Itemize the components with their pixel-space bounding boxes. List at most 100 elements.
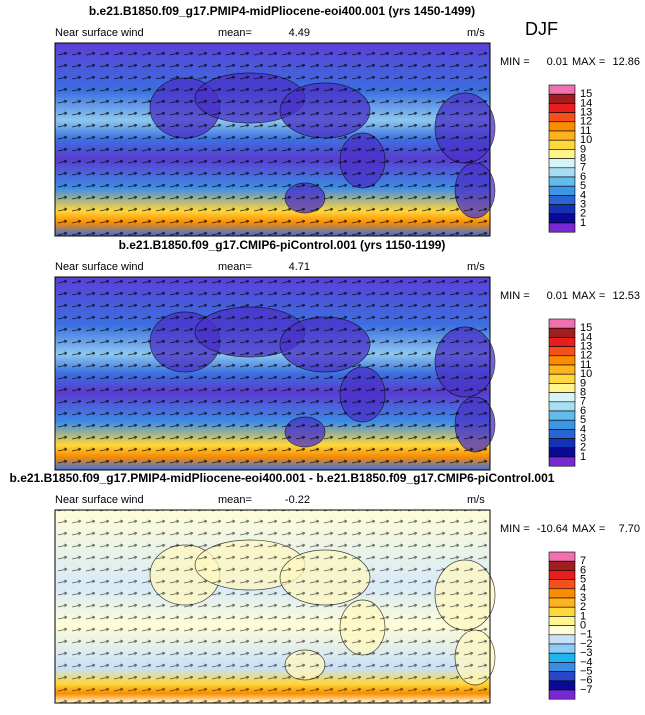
colorbar-box [548,570,576,580]
colorbar-label: 5 [580,574,586,586]
colorbar-label: 5 [580,180,586,192]
colorbar-label: −3 [580,647,593,659]
colorbar-label: 2 [580,208,586,220]
colorbar-box [548,625,576,636]
max-value: 7.70 [619,523,640,535]
colorbar-box [548,373,576,384]
colorbar-box [548,410,576,421]
wind-vectors [55,277,490,470]
colorbar-box [548,652,576,663]
min-label: MIN = [500,523,530,535]
colorbar-label: 11 [580,125,591,137]
colorbar-label: 7 [580,162,586,174]
colorbar-label: 9 [580,143,586,155]
units: m/s [467,494,485,506]
panel-title: b.e21.B1850.f09_g17.PMIP4-midPliocene-eo… [89,4,475,18]
colorbar-box [548,176,576,187]
colorbar-box [548,149,576,159]
colorbar-box [548,392,576,403]
season: DJF [525,19,558,39]
colorbar-label: 5 [580,414,586,426]
colorbar-label: 2 [580,601,586,613]
colorbar-box [548,606,576,617]
colorbar-box [548,456,576,467]
colorbar-label: 2 [580,442,586,454]
colorbar-label: 10 [580,134,592,146]
colorbar-box [548,204,576,215]
colorbar-label: 4 [580,423,586,435]
colorbar-box [548,139,576,150]
min-value: -10.64 [537,523,568,535]
colorbar-box [548,185,576,196]
mean-label: mean= [218,27,252,39]
colorbar-label: 4 [580,583,586,595]
mean-label: mean= [218,494,252,506]
colorbar-box [548,318,576,329]
max-value: 12.86 [612,56,640,68]
colorbar-label: 9 [580,377,586,389]
colorbar-box [548,662,576,672]
mean-value: 4.71 [289,261,310,273]
colorbar-box [548,560,576,571]
colorbar-label: −7 [580,684,593,696]
colorbar-box [548,438,576,449]
colorbar-label: 14 [580,331,592,343]
wind-vectors [55,43,490,236]
max-label: MAX = [572,56,605,68]
colorbar-label: 12 [580,116,592,128]
min-label: MIN = [500,56,530,68]
colorbar-box [548,355,576,366]
colorbar-label: 1 [580,610,586,622]
units: m/s [467,261,485,273]
colorbar-box [548,597,576,608]
colorbar-box [548,103,576,113]
mean-value: 4.49 [289,27,310,39]
colorbar-box [548,447,576,458]
units: m/s [467,27,485,39]
map-frame [54,42,491,237]
max-label: MAX = [572,523,605,535]
mean-value: -0.22 [285,494,310,506]
colorbar-label: 8 [580,387,586,399]
colorbar-label: 11 [580,359,591,371]
variable-label: Near surface wind [55,261,144,273]
colorbar-box [548,346,576,357]
colorbar-label: 1 [580,451,586,463]
colorbar-box [548,195,576,205]
colorbar-label: 6 [580,564,586,576]
colorbar-label: −4 [580,656,593,668]
colorbar-box [548,84,576,95]
colorbar-label: 13 [580,341,592,353]
colorbar-box [548,364,576,375]
map-frame [54,276,491,471]
colorbar-box [548,616,576,626]
colorbar-label: 14 [580,97,592,109]
max-label: MAX = [572,290,605,302]
colorbar-label: 6 [580,171,586,183]
colorbar-box [548,112,576,123]
colorbar-label: 7 [580,396,586,408]
colorbar-box [548,327,576,338]
variable-label: Near surface wind [55,494,144,506]
colorbar-box [548,337,576,347]
panel-title: b.e21.B1850.f09_g17.CMIP6-piControl.001 … [119,238,446,252]
map-frame [54,509,491,704]
colorbar-box [548,588,576,599]
wind-vectors [55,510,490,703]
colorbar-box [548,93,576,104]
colorbar-box [548,121,576,132]
colorbar-box [548,383,576,393]
colorbar-box [548,158,576,169]
colorbar-label: 15 [580,88,592,100]
colorbar-box [548,689,576,700]
colorbar-box [548,671,576,682]
colorbar-label: 0 [580,620,586,632]
colorbar-label: 1 [580,217,586,229]
colorbar-label: 3 [580,592,586,604]
colorbar-box [548,680,576,691]
mean-label: mean= [218,261,252,273]
colorbar-box [548,401,576,412]
colorbar-label: 10 [580,368,592,380]
colorbar-label: −6 [580,675,593,687]
